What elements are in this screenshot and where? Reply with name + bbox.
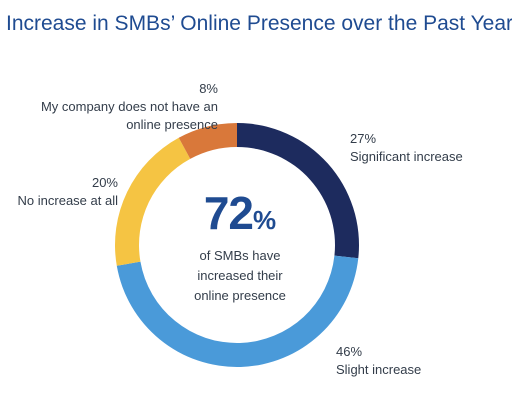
slice-significant-increase [237, 123, 359, 259]
center-caption-line-1: of SMBs have [199, 248, 281, 263]
slice-pct: 27% [350, 131, 377, 146]
center-number: 72 [203, 187, 254, 239]
slice-name: No increase at all [17, 193, 118, 208]
center-caption-line-2: increased their [197, 268, 283, 283]
chart-title: Increase in SMBs’ Online Presence over t… [6, 12, 512, 35]
slice-label-no-presence: 8% My company does not have an online pr… [2, 80, 218, 134]
center-summary: 72% of SMBs have increased their online … [180, 188, 300, 305]
center-value: 72% [180, 188, 300, 245]
slice-slight-increase [116, 255, 359, 368]
donut-slices [114, 123, 359, 368]
slice-name-line-2: online presence [126, 117, 218, 132]
center-caption-line-3: online presence [194, 288, 286, 303]
slice-name-line-1: My company does not have an [40, 99, 218, 114]
center-unit: % [253, 205, 277, 235]
slice-pct: 20% [91, 175, 118, 190]
slice-pct: 46% [336, 344, 363, 359]
slice-no-online-presence [178, 123, 237, 159]
slice-label-slight: 46% Slight increase [336, 343, 421, 379]
slice-pct: 8% [199, 81, 218, 96]
slice-name: Slight increase [336, 362, 422, 377]
slice-name: Significant increase [350, 149, 463, 164]
slice-label-significant: 27% Significant increase [350, 130, 463, 166]
slice-no-increase [114, 137, 191, 266]
slice-label-no-increase: 20% No increase at all [2, 174, 118, 210]
